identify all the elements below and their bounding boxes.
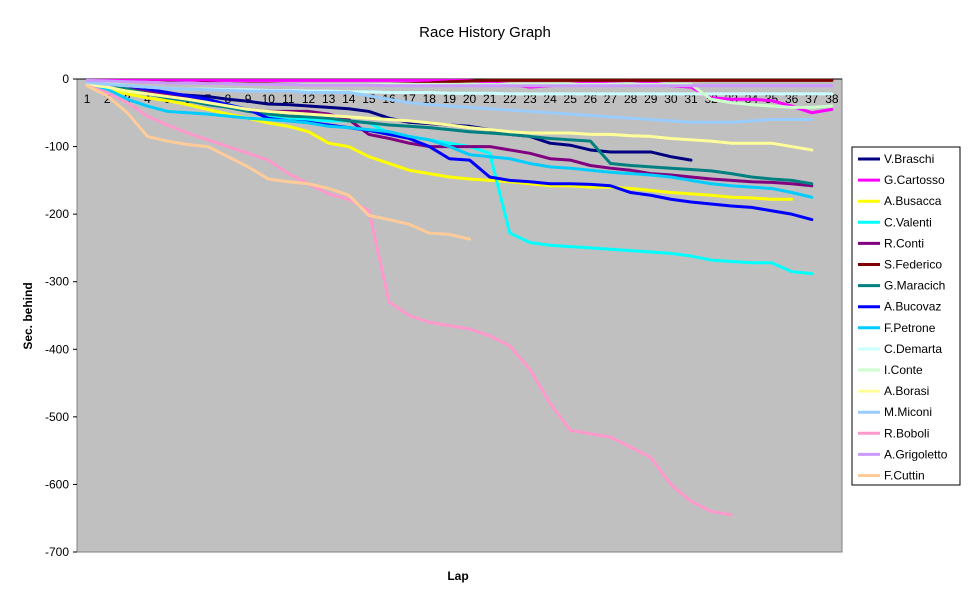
legend-label: F.Cuttin: [884, 469, 925, 483]
legend-label: V.Braschi: [884, 152, 934, 166]
legend-label: G.Maracich: [884, 279, 945, 293]
legend-box: [851, 146, 961, 486]
y-tick-label: -500: [45, 410, 69, 424]
legend: V.Braschi G.Cartosso A.Busacca C.Valenti R.C…: [851, 146, 961, 486]
y-tick-label: -700: [45, 545, 69, 559]
x-tick-label: 20: [463, 92, 477, 106]
series-line-m-miconi: [85, 80, 814, 124]
series-line-g-maracich: [85, 80, 814, 186]
x-tick-label: 27: [604, 92, 618, 106]
x-tick-label: 9: [245, 92, 252, 106]
x-axis-label: Lap: [447, 569, 468, 583]
legend-label: C.Demarta: [884, 342, 942, 356]
x-tick-label: 21: [483, 92, 497, 106]
legend-label: A.Bucovaz: [884, 300, 941, 314]
x-tick-label: 18: [423, 92, 437, 106]
x-tick-label: 38: [825, 92, 839, 106]
legend-label: R.Conti: [884, 236, 924, 250]
x-tick-label: 29: [644, 92, 658, 106]
y-tick-label: 0: [62, 72, 69, 86]
x-tick-label: 14: [342, 92, 356, 106]
legend-label: M.Miconi: [884, 405, 932, 419]
legend-label: A.Busacca: [884, 194, 942, 208]
x-tick-label: 31: [684, 92, 698, 106]
x-tick-label: 12: [302, 92, 316, 106]
x-tick-label: 2: [104, 92, 111, 106]
y-tick-label: -600: [45, 477, 69, 491]
x-tick-label: 37: [805, 92, 819, 106]
legend-label: S.Federico: [884, 258, 942, 272]
y-axis: 0 -100 -200 -300 -400 -500 -600 -700: [45, 72, 77, 559]
y-tick-label: -400: [45, 342, 69, 356]
y-axis-label: Sec. behind: [21, 282, 35, 349]
y-tick-label: -200: [45, 207, 69, 221]
series-line-a-bucovaz: [85, 80, 814, 222]
legend-label: I.Conte: [884, 363, 923, 377]
x-tick-label: 36: [785, 92, 799, 106]
plot-area: [76, 78, 843, 553]
x-tick-label: 22: [503, 92, 517, 106]
legend-label: A.Grigoletto: [884, 447, 948, 461]
series-line-a-borasi: [85, 82, 814, 152]
series-line-a-grigoletto: [85, 78, 834, 88]
series-line-f-cuttin: [85, 84, 472, 241]
y-tick-label: -300: [45, 275, 69, 289]
chart-title: Race History Graph: [419, 24, 551, 41]
legend-label: R.Boboli: [884, 426, 929, 440]
series-line-f-petrone: [85, 84, 814, 199]
series-line-r-boboli: [85, 84, 733, 517]
series-line-a-busacca: [85, 82, 794, 201]
x-tick-label: 28: [624, 92, 638, 106]
x-tick-label: 30: [664, 92, 678, 106]
legend-label: A.Borasi: [884, 384, 929, 398]
x-tick-label: 24: [543, 92, 557, 106]
x-tick-label: 23: [523, 92, 537, 106]
x-tick-label: 1: [84, 92, 91, 106]
legend-label: F.Petrone: [884, 321, 936, 335]
y-tick-label: -100: [45, 140, 69, 154]
legend-label: C.Valenti: [884, 215, 932, 229]
x-tick-label: 25: [564, 92, 578, 106]
series-lines: [85, 78, 834, 517]
legend-label: G.Cartosso: [884, 173, 945, 187]
x-tick-label: 13: [322, 92, 336, 106]
x-tick-label: 11: [282, 92, 295, 106]
x-tick-label: 19: [443, 92, 457, 106]
x-tick-label: 26: [584, 92, 598, 106]
